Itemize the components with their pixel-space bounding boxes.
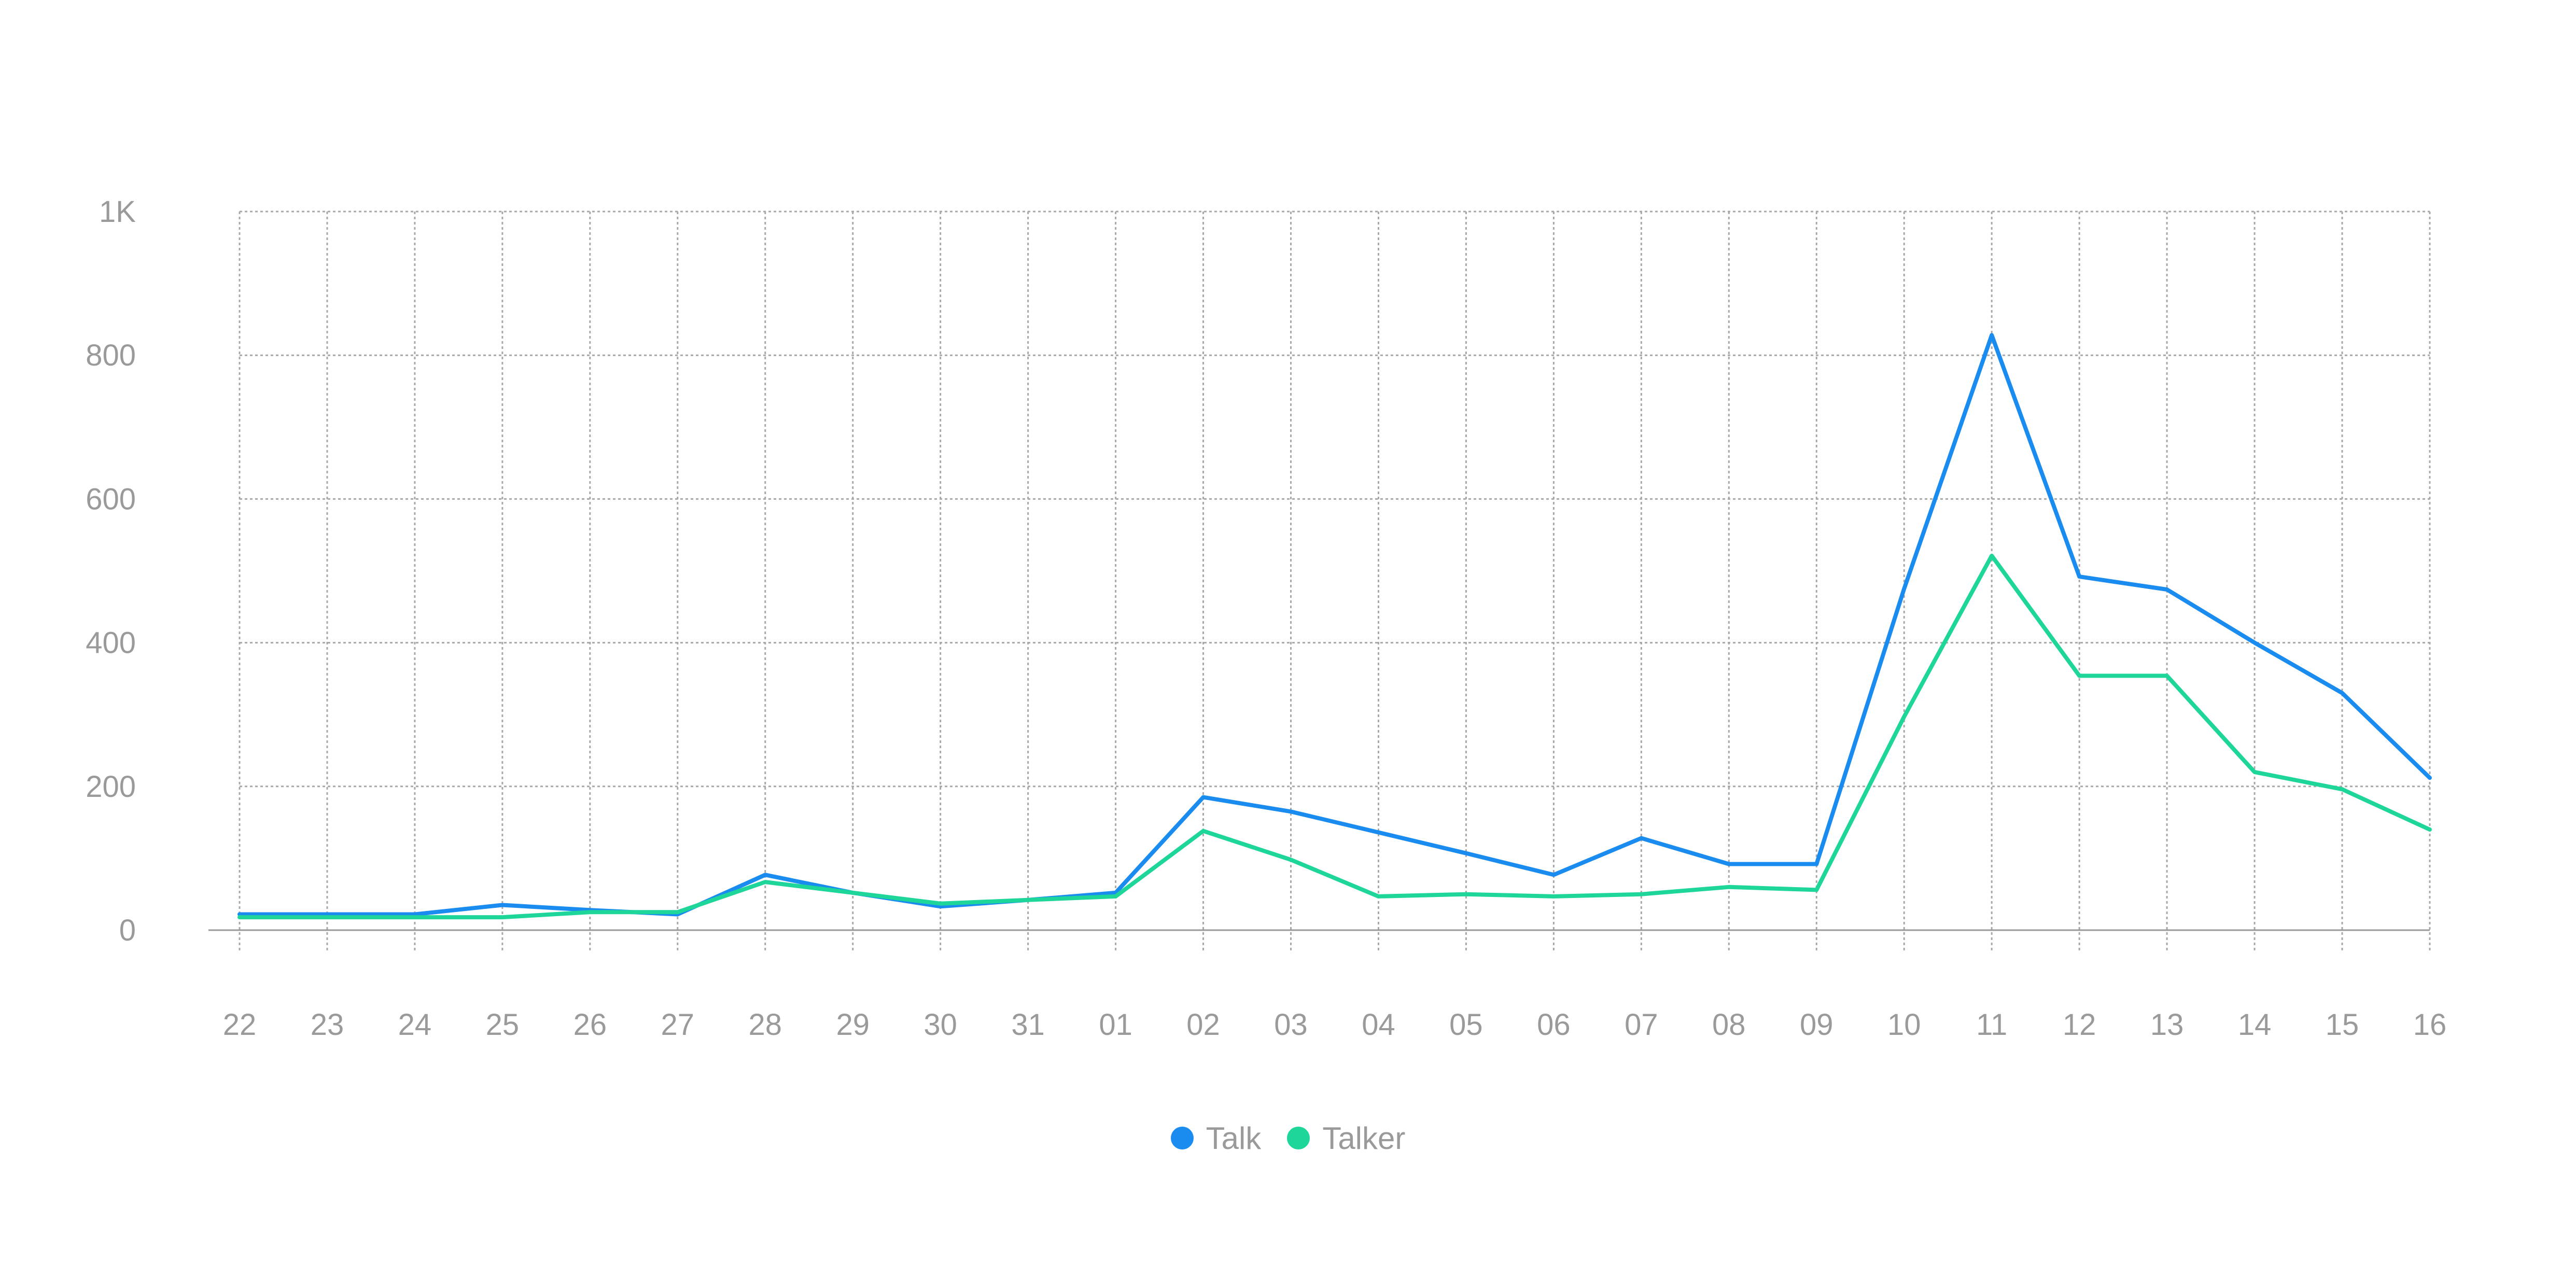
x-tick-label: 14 — [2238, 1008, 2272, 1042]
grid — [239, 210, 2431, 953]
x-tick-label: 08 — [1712, 1008, 1746, 1042]
legend-item-talker[interactable]: Talker — [1287, 1120, 1405, 1156]
x-tick-label: 05 — [1449, 1008, 1483, 1042]
series-layer — [237, 333, 2432, 920]
x-tick-label: 06 — [1537, 1008, 1571, 1042]
x-tick-label: 30 — [923, 1008, 957, 1042]
legend-swatch-talker — [1287, 1127, 1310, 1149]
y-tick-label: 800 — [86, 339, 136, 372]
x-tick-label: 04 — [1362, 1008, 1395, 1042]
x-tick-label: 10 — [1887, 1008, 1921, 1042]
x-tick-label: 03 — [1274, 1008, 1308, 1042]
legend-label-talk: Talk — [1206, 1120, 1262, 1156]
y-tick-label: 0 — [119, 914, 136, 947]
series-line-talk — [237, 333, 2432, 917]
legend-item-talk[interactable]: Talk — [1170, 1120, 1262, 1156]
x-tick-label: 24 — [398, 1008, 432, 1042]
x-tick-label: 02 — [1186, 1008, 1220, 1042]
x-tick-label: 29 — [836, 1008, 870, 1042]
x-tick-label: 09 — [1800, 1008, 1833, 1042]
y-tick-label: 1K — [99, 195, 136, 229]
y-tick-label: 400 — [86, 626, 136, 660]
x-tick-label: 12 — [2063, 1008, 2096, 1042]
x-tick-label: 23 — [311, 1008, 344, 1042]
x-tick-label: 13 — [2150, 1008, 2184, 1042]
x-tick-label: 22 — [223, 1008, 257, 1042]
x-tick-label: 26 — [573, 1008, 607, 1042]
x-tick-label: 11 — [1976, 1008, 2007, 1042]
y-tick-label: 200 — [86, 770, 136, 804]
x-tick-label: 07 — [1625, 1008, 1658, 1042]
legend: Talk Talker — [0, 1115, 2576, 1161]
legend-swatch-talk — [1170, 1127, 1194, 1149]
series-line-talker — [237, 553, 2432, 920]
y-tick-label: 600 — [86, 482, 136, 516]
x-tick-label: 28 — [749, 1008, 782, 1042]
x-tick-label: 27 — [661, 1008, 695, 1042]
x-tick-label: 01 — [1099, 1008, 1132, 1042]
x-tick-label: 15 — [2326, 1008, 2359, 1042]
x-tick-label: 25 — [486, 1008, 520, 1042]
x-tick-label: 16 — [2413, 1008, 2447, 1042]
x-tick-label: 31 — [1011, 1008, 1045, 1042]
legend-label-talker: Talker — [1322, 1120, 1406, 1156]
axes: 0 200 400 600 800 1K 22 23 24 25 26 27 28 29 30 31 01 02 0… — [86, 195, 2446, 1042]
